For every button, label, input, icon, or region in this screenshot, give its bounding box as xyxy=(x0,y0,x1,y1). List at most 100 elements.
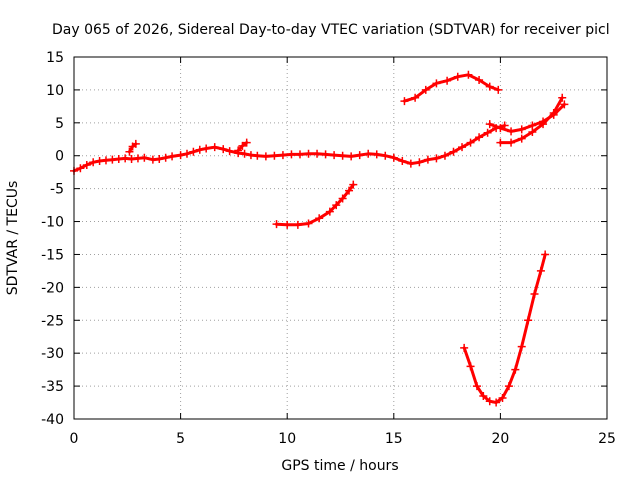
data-point xyxy=(406,159,415,168)
data-series-6 xyxy=(272,180,358,229)
data-point xyxy=(517,134,526,143)
x-tick-label: 0 xyxy=(70,431,79,447)
data-point xyxy=(485,397,494,406)
series-trace xyxy=(498,96,564,145)
data-point xyxy=(496,124,505,133)
data-series-group xyxy=(70,70,569,407)
data-point xyxy=(283,220,292,229)
data-point xyxy=(176,151,185,160)
data-series-5 xyxy=(400,70,503,106)
data-point xyxy=(504,382,513,391)
data-point xyxy=(475,76,484,85)
data-point xyxy=(82,160,91,169)
data-point xyxy=(325,207,334,216)
y-tick-label: -40 xyxy=(41,412,64,428)
data-point xyxy=(528,128,537,137)
data-point xyxy=(293,220,302,229)
series-trace xyxy=(72,124,507,173)
data-point xyxy=(541,250,550,259)
data-point xyxy=(338,151,347,160)
data-point xyxy=(539,120,548,129)
data-point xyxy=(483,128,492,137)
data-point xyxy=(76,164,85,173)
data-point xyxy=(140,153,149,162)
data-point xyxy=(238,141,247,150)
data-point xyxy=(517,342,526,351)
x-tick-label: 25 xyxy=(598,431,616,447)
data-point xyxy=(466,138,475,147)
data-point xyxy=(261,152,270,161)
data-series-1 xyxy=(125,139,140,156)
data-point xyxy=(475,133,484,142)
data-point xyxy=(517,125,526,134)
data-point xyxy=(389,153,398,162)
data-point xyxy=(524,316,533,325)
data-point xyxy=(355,151,364,160)
data-point xyxy=(287,150,296,159)
y-tick-label: -15 xyxy=(41,247,64,263)
series-trace xyxy=(275,183,355,227)
y-tick-label: 10 xyxy=(46,83,64,99)
data-point xyxy=(219,145,228,154)
data-point xyxy=(560,100,569,109)
data-point xyxy=(295,150,304,159)
data-point xyxy=(321,150,330,159)
data-point xyxy=(313,149,322,158)
data-point xyxy=(421,85,430,94)
y-tick-label: -35 xyxy=(41,379,64,395)
y-tick-label: -20 xyxy=(41,280,64,296)
data-point xyxy=(182,149,191,158)
data-series-0 xyxy=(70,121,509,175)
series-trace xyxy=(403,73,500,103)
data-point xyxy=(202,144,211,153)
data-point xyxy=(168,152,177,161)
data-point xyxy=(161,153,170,162)
data-point xyxy=(372,150,381,159)
data-point xyxy=(507,127,516,136)
data-point xyxy=(411,93,420,102)
grid-lines xyxy=(74,57,607,419)
data-point xyxy=(558,93,567,102)
chart-title: Day 065 of 2026, Sidereal Day-to-day VTE… xyxy=(52,22,610,38)
y-tick-label: 5 xyxy=(55,116,64,132)
data-point xyxy=(195,145,204,154)
data-point xyxy=(458,143,467,152)
data-point xyxy=(496,138,505,147)
y-tick-label: 0 xyxy=(55,149,64,165)
data-point xyxy=(453,72,462,81)
data-point xyxy=(131,139,140,148)
x-tick-label: 15 xyxy=(385,431,403,447)
axis-ticks: 0 5 10 15 20 25 15 10 5 0 -5 -10 -15 -20 -25 -30 -35 -40 xyxy=(41,50,616,447)
data-point xyxy=(464,70,473,79)
data-point xyxy=(432,154,441,163)
data-point xyxy=(253,151,262,160)
data-point xyxy=(511,365,520,374)
data-point xyxy=(381,151,390,160)
data-point xyxy=(332,201,341,210)
data-point xyxy=(492,398,501,407)
data-point xyxy=(432,79,441,88)
data-point xyxy=(315,214,324,223)
y-tick-label: -10 xyxy=(41,215,64,231)
data-series-7 xyxy=(460,250,550,407)
data-point xyxy=(400,97,409,106)
data-series-4 xyxy=(496,93,567,147)
data-point xyxy=(423,155,432,164)
y-tick-label: -25 xyxy=(41,313,64,329)
data-point xyxy=(498,393,507,402)
data-point xyxy=(345,186,354,195)
data-point xyxy=(415,158,424,167)
data-point xyxy=(485,82,494,91)
data-point xyxy=(485,120,494,129)
data-series-2 xyxy=(234,138,251,155)
y-tick-label: -5 xyxy=(50,182,64,198)
data-point xyxy=(440,151,449,160)
x-tick-label: 20 xyxy=(491,431,509,447)
data-point xyxy=(278,151,287,160)
y-tick-label: 15 xyxy=(46,50,64,66)
data-point xyxy=(242,138,251,147)
data-point xyxy=(347,152,356,161)
data-point xyxy=(530,289,539,298)
data-point xyxy=(398,156,407,165)
